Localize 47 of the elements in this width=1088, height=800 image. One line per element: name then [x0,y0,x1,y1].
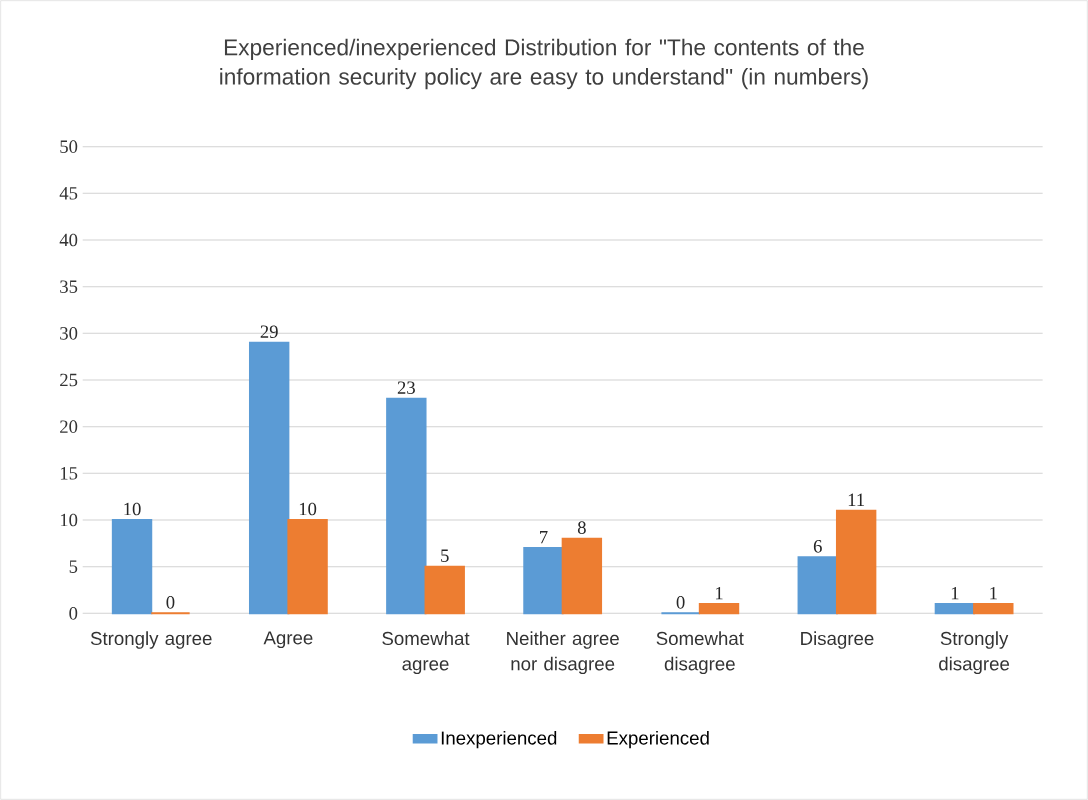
bar [934,603,976,615]
x-tick-label: Strongly agree [90,631,212,649]
legend-label: Experienced [607,730,709,749]
chart-title: Experienced/inexperienced Distribution for "The contents of the information security policy are easy to understand" (in numbers) [220,38,868,90]
data-label: 7 [540,531,548,544]
y-tick-label: 25 [60,373,78,387]
bar [424,565,465,615]
bar [835,509,877,615]
data-label: 29 [260,325,278,338]
x-tick-label: Disagree [801,631,874,649]
data-label: 10 [299,502,317,516]
y-tick-label: 40 [59,233,78,247]
x-tick-label: Somewhat agree [382,631,470,675]
bar [111,519,153,615]
bar [287,519,328,615]
y-tick-label: 45 [59,187,78,200]
y-tick-label: 10 [60,513,78,527]
data-label: 5 [441,549,449,562]
bar [561,537,603,615]
data-label: 10 [124,502,141,516]
x-tick-label: Somewhat disagree [656,631,744,675]
data-label: 23 [397,381,415,394]
y-tick-label: 30 [60,327,78,340]
bar [248,341,290,615]
data-label: 0 [676,596,685,609]
x-tick-label: Agree [263,631,313,649]
y-tick-label: 5 [69,560,78,573]
data-label: 11 [848,493,865,506]
x-tick-label: Strongly disagree [939,631,1010,675]
data-label: 1 [951,586,959,600]
data-label: 6 [813,540,822,553]
x-tick-label: Neither agree nor disagree [507,631,619,675]
bar [973,603,1014,615]
y-tick-label: 35 [60,280,78,293]
bar [523,547,564,615]
data-label: 8 [577,521,586,534]
data-label: 1 [990,586,997,600]
bar [386,397,427,615]
bar [698,603,740,615]
y-tick-label: 0 [69,607,78,620]
y-tick-label: 20 [60,420,78,433]
legend-label: Inexperienced [441,730,557,749]
y-tick-label: 15 [60,467,78,480]
bar [797,556,838,615]
y-tick-label: 50 [60,140,78,153]
data-label: 1 [715,586,723,600]
data-label: 0 [166,596,175,609]
